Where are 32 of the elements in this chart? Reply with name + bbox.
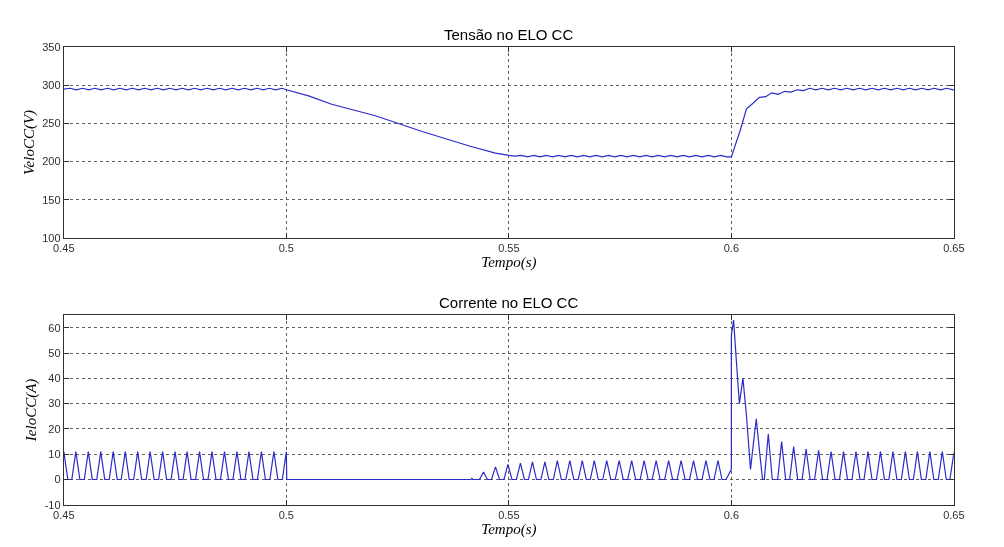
y-tick-label: 40	[48, 372, 61, 385]
x-tick-label: 0.45	[53, 509, 75, 522]
x-tick-label: 0.5	[278, 509, 294, 522]
x-tick-label: 0.6	[723, 509, 740, 522]
x-axis-title: Tempo(s)	[481, 254, 537, 271]
line-series	[63, 87, 954, 158]
y-tick-label: 20	[48, 422, 61, 435]
x-tick-label: 0.65	[943, 509, 965, 522]
x-tick-label: 0.55	[498, 242, 520, 254]
line-series	[63, 319, 954, 481]
y-tick-label: 0	[54, 473, 61, 486]
y-tick-label: 10	[48, 448, 61, 461]
y-tick-label: 150	[42, 193, 61, 206]
x-tick-label: 0.6	[723, 242, 740, 254]
x-axis-title: Tempo(s)	[481, 521, 537, 539]
chart-title: Corrente no ELO CC	[439, 294, 579, 311]
x-tick-label: 0.65	[943, 242, 965, 254]
y-tick-label: 350	[42, 40, 61, 53]
y-tick-label: 300	[42, 79, 61, 92]
y-tick-label: -10	[44, 498, 61, 511]
x-tick-label: 0.5	[278, 242, 294, 254]
y-tick-label: 30	[48, 397, 61, 410]
x-tick-label: 0.45	[53, 242, 75, 254]
chart-title: Tensão no ELO CC	[444, 26, 574, 43]
x-tick-label: 0.55	[498, 509, 520, 522]
y-tick-label: 250	[42, 117, 61, 130]
y-tick-label: 100	[42, 231, 61, 244]
y-tick-label: 60	[48, 321, 61, 334]
y-tick-label: 50	[48, 346, 61, 359]
y-tick-label: 200	[42, 155, 61, 168]
y-axis-title: IeloCC(A)	[22, 378, 40, 443]
y-axis-title: VeloCC(V)	[20, 109, 38, 175]
